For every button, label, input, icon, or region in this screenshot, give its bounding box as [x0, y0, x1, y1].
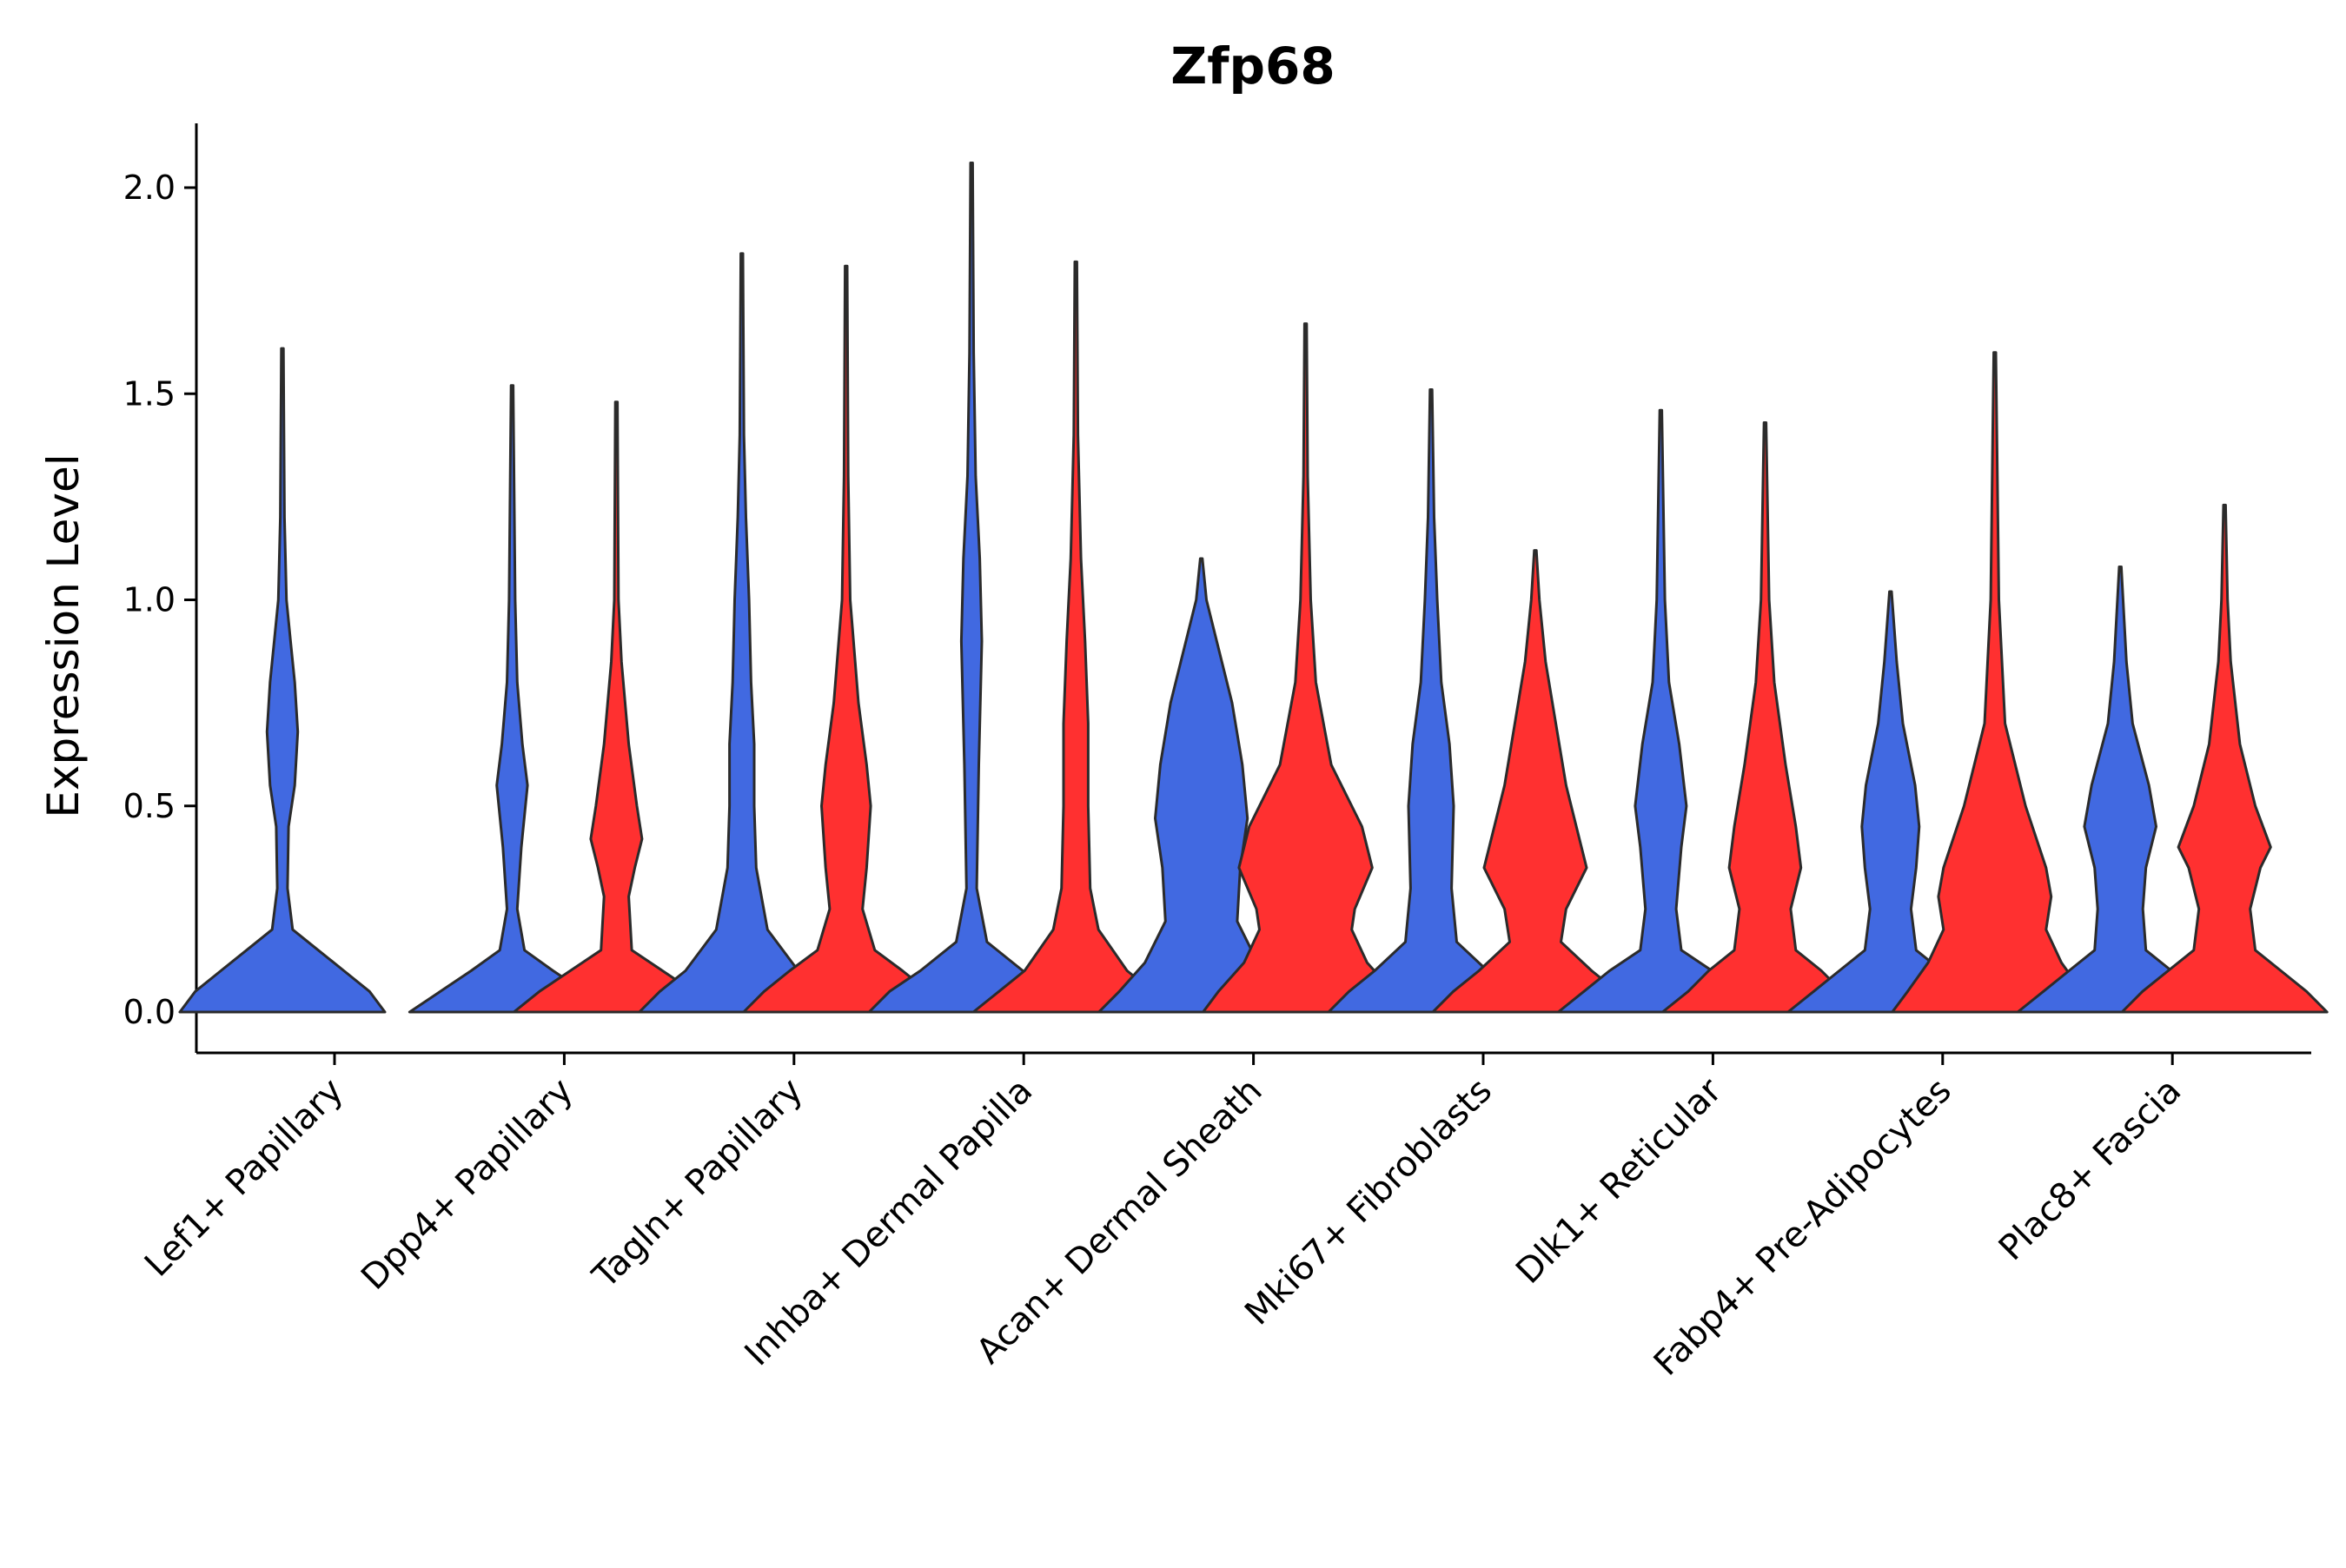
- violin-group-1-1: [408, 384, 616, 1014]
- y-tick-label: 0.0: [123, 993, 176, 1031]
- violin-group-1-4: [1097, 557, 1306, 1014]
- y-tick-label: 1.0: [123, 581, 176, 619]
- violin-group-2-1: [512, 400, 720, 1014]
- violin-group-1-5: [1327, 388, 1535, 1014]
- plot-area: 0.0 0.5 1.0 1.5 2.0 Lef1+ Papillary Dpp4+ Papi…: [123, 123, 2329, 1384]
- violin-group-2-6: [1660, 421, 1869, 1014]
- y-tick-label: 2.0: [123, 169, 176, 207]
- violin-group-2-3: [971, 260, 1180, 1014]
- violin-group-1-3: [867, 162, 1076, 1014]
- y-axis-label: Expression Level: [38, 453, 89, 817]
- x-tick-label: Dlk1+ Reticular: [1508, 1070, 1730, 1292]
- chart-title: Zfp68: [1170, 36, 1335, 96]
- y-tick-label: 1.5: [123, 374, 176, 413]
- violin-group-1-6: [1556, 408, 1765, 1014]
- x-tick-label: Mki67+ Fibroblasts: [1237, 1071, 1500, 1333]
- violin-group-1-7: [1786, 590, 1995, 1014]
- violin-group-1-8: [2016, 566, 2224, 1014]
- violin-group-2-8: [2120, 503, 2329, 1014]
- violin-group-2-7: [1891, 351, 2099, 1014]
- violin-group-2-2: [742, 264, 951, 1014]
- x-tick-label: Dpp4+ Papillary: [354, 1071, 580, 1298]
- violin-group-1-2: [638, 252, 846, 1014]
- x-tick-label: Lef1+ Papillary: [137, 1071, 351, 1285]
- violin-group-1-0: [178, 347, 387, 1014]
- x-tick-label: Plac8+ Fascia: [1991, 1071, 2190, 1269]
- violin-group-2-5: [1431, 549, 1640, 1014]
- violin-group-2-4: [1202, 322, 1410, 1014]
- y-tick-label: 0.5: [123, 787, 176, 825]
- x-tick-label: Tagln+ Papillary: [585, 1071, 811, 1297]
